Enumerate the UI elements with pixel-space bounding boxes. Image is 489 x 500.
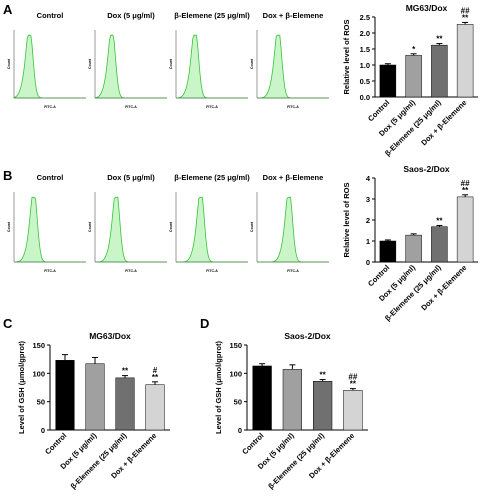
flow-title: β-Elemene (25 μg/ml) bbox=[174, 11, 250, 20]
y-tick-label: 2.0 bbox=[360, 29, 370, 38]
x-tick-label: Dox + β-Elemene bbox=[419, 98, 468, 147]
chart-title: Saos-2/Dox bbox=[284, 331, 331, 341]
panel-label: D bbox=[200, 316, 209, 331]
panel-label: B bbox=[3, 168, 12, 183]
x-tick-label: Control bbox=[240, 431, 265, 456]
significance-mark: ** bbox=[320, 371, 327, 380]
flow-title: β-Elemene (25 μg/ml) bbox=[174, 173, 250, 182]
flow-histogram bbox=[14, 196, 86, 263]
significance-mark: ** bbox=[436, 216, 443, 225]
y-tick-label: 0 bbox=[238, 426, 242, 435]
flow-xlabel: FITC-A bbox=[287, 105, 299, 109]
bar bbox=[252, 365, 272, 431]
bar bbox=[343, 390, 363, 431]
flow-xlabel: FITC-A bbox=[125, 105, 137, 109]
bar bbox=[312, 381, 333, 431]
significance-mark: * bbox=[412, 45, 416, 54]
flow-histogram bbox=[94, 34, 167, 99]
flow-histogram bbox=[257, 34, 329, 99]
flow-title: Control bbox=[37, 11, 64, 20]
y-axis-label: Level of GSH (μmol/gprot) bbox=[17, 341, 26, 434]
y-tick-label: 150 bbox=[32, 341, 45, 350]
bar bbox=[456, 196, 474, 263]
bar bbox=[456, 24, 474, 98]
chart-title: MG63/Dox bbox=[89, 331, 131, 341]
y-axis-label: Relative level of ROS bbox=[342, 19, 351, 94]
chart-title: Saos-2/Dox bbox=[403, 164, 450, 174]
y-tick-label: 4 bbox=[366, 174, 371, 183]
y-tick-label: 100 bbox=[229, 369, 242, 378]
significance-mark: # bbox=[153, 366, 158, 375]
panel-label: A bbox=[3, 2, 13, 17]
flow-histogram bbox=[95, 196, 167, 263]
significance-mark: ## bbox=[461, 179, 470, 188]
bar bbox=[115, 377, 135, 431]
y-tick-label: 0 bbox=[366, 258, 370, 267]
bar bbox=[282, 369, 303, 431]
panel-label: C bbox=[3, 316, 13, 331]
flow-xlabel: FITC-A bbox=[125, 269, 137, 273]
y-tick-label: 0.0 bbox=[360, 93, 370, 102]
bar bbox=[431, 44, 448, 98]
flow-xlabel: FITC-A bbox=[206, 269, 218, 273]
flow-histogram bbox=[13, 34, 86, 99]
y-tick-label: 2 bbox=[366, 216, 370, 225]
flow-title: Dox + β-Elemene bbox=[263, 11, 324, 20]
significance-mark: ## bbox=[461, 6, 470, 15]
x-tick-label: Control bbox=[43, 431, 68, 456]
y-tick-label: 1.5 bbox=[360, 45, 370, 54]
y-tick-label: 1 bbox=[366, 237, 370, 246]
flow-histogram bbox=[257, 196, 329, 263]
flow-title: Dox (5 μg/ml) bbox=[107, 11, 155, 20]
significance-mark: ** bbox=[122, 367, 129, 376]
x-tick-label: β-Elemene (25 μg/ml) bbox=[266, 431, 326, 491]
bar bbox=[405, 55, 422, 98]
x-tick-label: Dox + β-Elemene bbox=[419, 263, 468, 312]
flow-xlabel: FITC-A bbox=[44, 105, 56, 109]
significance-mark: ** bbox=[462, 13, 469, 22]
bar bbox=[431, 226, 448, 263]
x-tick-label: β-Elemene (25 μg/ml) bbox=[69, 431, 129, 491]
y-tick-label: 150 bbox=[229, 341, 242, 350]
flow-ylabel: Count bbox=[88, 221, 92, 232]
flow-ylabel: Count bbox=[169, 221, 173, 232]
flow-ylabel: Count bbox=[7, 221, 11, 232]
y-axis-label: Relative level of ROS bbox=[342, 182, 351, 257]
flow-title: Control bbox=[37, 173, 64, 182]
y-tick-label: 100 bbox=[32, 369, 45, 378]
y-tick-label: 2.5 bbox=[360, 13, 370, 22]
flow-ylabel: Count bbox=[250, 221, 254, 232]
bar bbox=[85, 363, 105, 431]
y-tick-label: 3 bbox=[366, 195, 370, 204]
y-tick-label: 0.5 bbox=[360, 77, 370, 86]
significance-mark: ** bbox=[436, 35, 443, 44]
y-tick-label: 50 bbox=[37, 398, 45, 407]
bar bbox=[379, 240, 397, 263]
bar bbox=[379, 64, 397, 98]
flow-xlabel: FITC-A bbox=[287, 269, 299, 273]
flow-ylabel: Count bbox=[88, 58, 92, 69]
bar bbox=[405, 234, 422, 263]
bar bbox=[55, 360, 75, 431]
y-tick-label: 0 bbox=[41, 426, 45, 435]
flow-xlabel: FITC-A bbox=[44, 269, 56, 273]
significance-mark: ## bbox=[348, 373, 357, 382]
flow-ylabel: Count bbox=[169, 58, 173, 69]
flow-xlabel: FITC-A bbox=[206, 105, 218, 109]
significance-mark: ** bbox=[350, 380, 357, 389]
flow-title: Dox (5 μg/ml) bbox=[107, 173, 155, 182]
significance-mark: ** bbox=[152, 373, 159, 382]
y-axis-label: Level of GSH (μmol/gprot) bbox=[214, 341, 223, 434]
flow-title: Dox + β-Elemene bbox=[263, 173, 324, 182]
y-tick-label: 50 bbox=[234, 398, 242, 407]
flow-ylabel: Count bbox=[7, 58, 11, 69]
chart-title: MG63/Dox bbox=[406, 3, 448, 13]
significance-mark: ** bbox=[462, 186, 469, 195]
bar bbox=[145, 384, 165, 431]
flow-histogram bbox=[175, 34, 248, 99]
flow-histogram bbox=[176, 196, 248, 263]
y-tick-label: 1.0 bbox=[360, 61, 370, 70]
flow-ylabel: Count bbox=[250, 58, 254, 69]
